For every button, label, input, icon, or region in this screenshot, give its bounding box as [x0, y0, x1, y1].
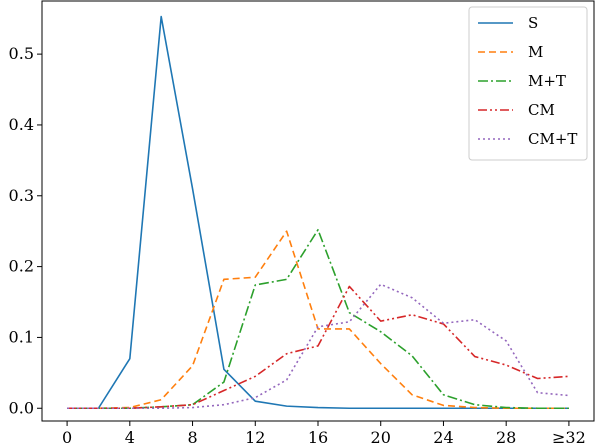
series-line-m — [67, 230, 569, 410]
x-axis: 0 4 8 12 16 20 24 28 ≥32 — [62, 421, 586, 446]
y-tick-label: 0.4 — [9, 115, 34, 134]
legend-label: M+T — [528, 72, 566, 90]
legend-label: S — [528, 14, 538, 32]
y-tick-label: 0.3 — [9, 186, 34, 205]
x-tick-label: ≥32 — [552, 428, 586, 446]
y-tick-label: 0.2 — [9, 257, 34, 276]
x-tick-label: 4 — [125, 428, 135, 446]
x-tick-label: 20 — [371, 428, 391, 446]
x-tick-label: 12 — [245, 428, 265, 446]
series-line-cm-plus-t — [67, 283, 569, 410]
legend-label: M — [528, 43, 543, 61]
x-tick-label: 0 — [62, 428, 72, 446]
x-tick-label: 28 — [496, 428, 516, 446]
y-tick-label: 0.0 — [9, 398, 34, 417]
legend-label: CM+T — [528, 130, 577, 148]
y-tick-label: 0.1 — [9, 327, 34, 346]
series-line-cm — [67, 285, 569, 410]
x-tick-label: 16 — [308, 428, 328, 446]
legend-label: CM — [528, 101, 555, 119]
x-tick-label: 8 — [187, 428, 197, 446]
series-line-m-plus-t — [67, 228, 569, 410]
y-axis: 0.0 0.1 0.2 0.3 0.4 0.5 — [9, 44, 42, 417]
x-tick-label: 24 — [433, 428, 453, 446]
series-layer — [67, 15, 569, 410]
y-tick-label: 0.5 — [9, 44, 34, 63]
legend: SM M+T CM CM+T — [468, 6, 588, 161]
legend-box — [468, 6, 588, 161]
